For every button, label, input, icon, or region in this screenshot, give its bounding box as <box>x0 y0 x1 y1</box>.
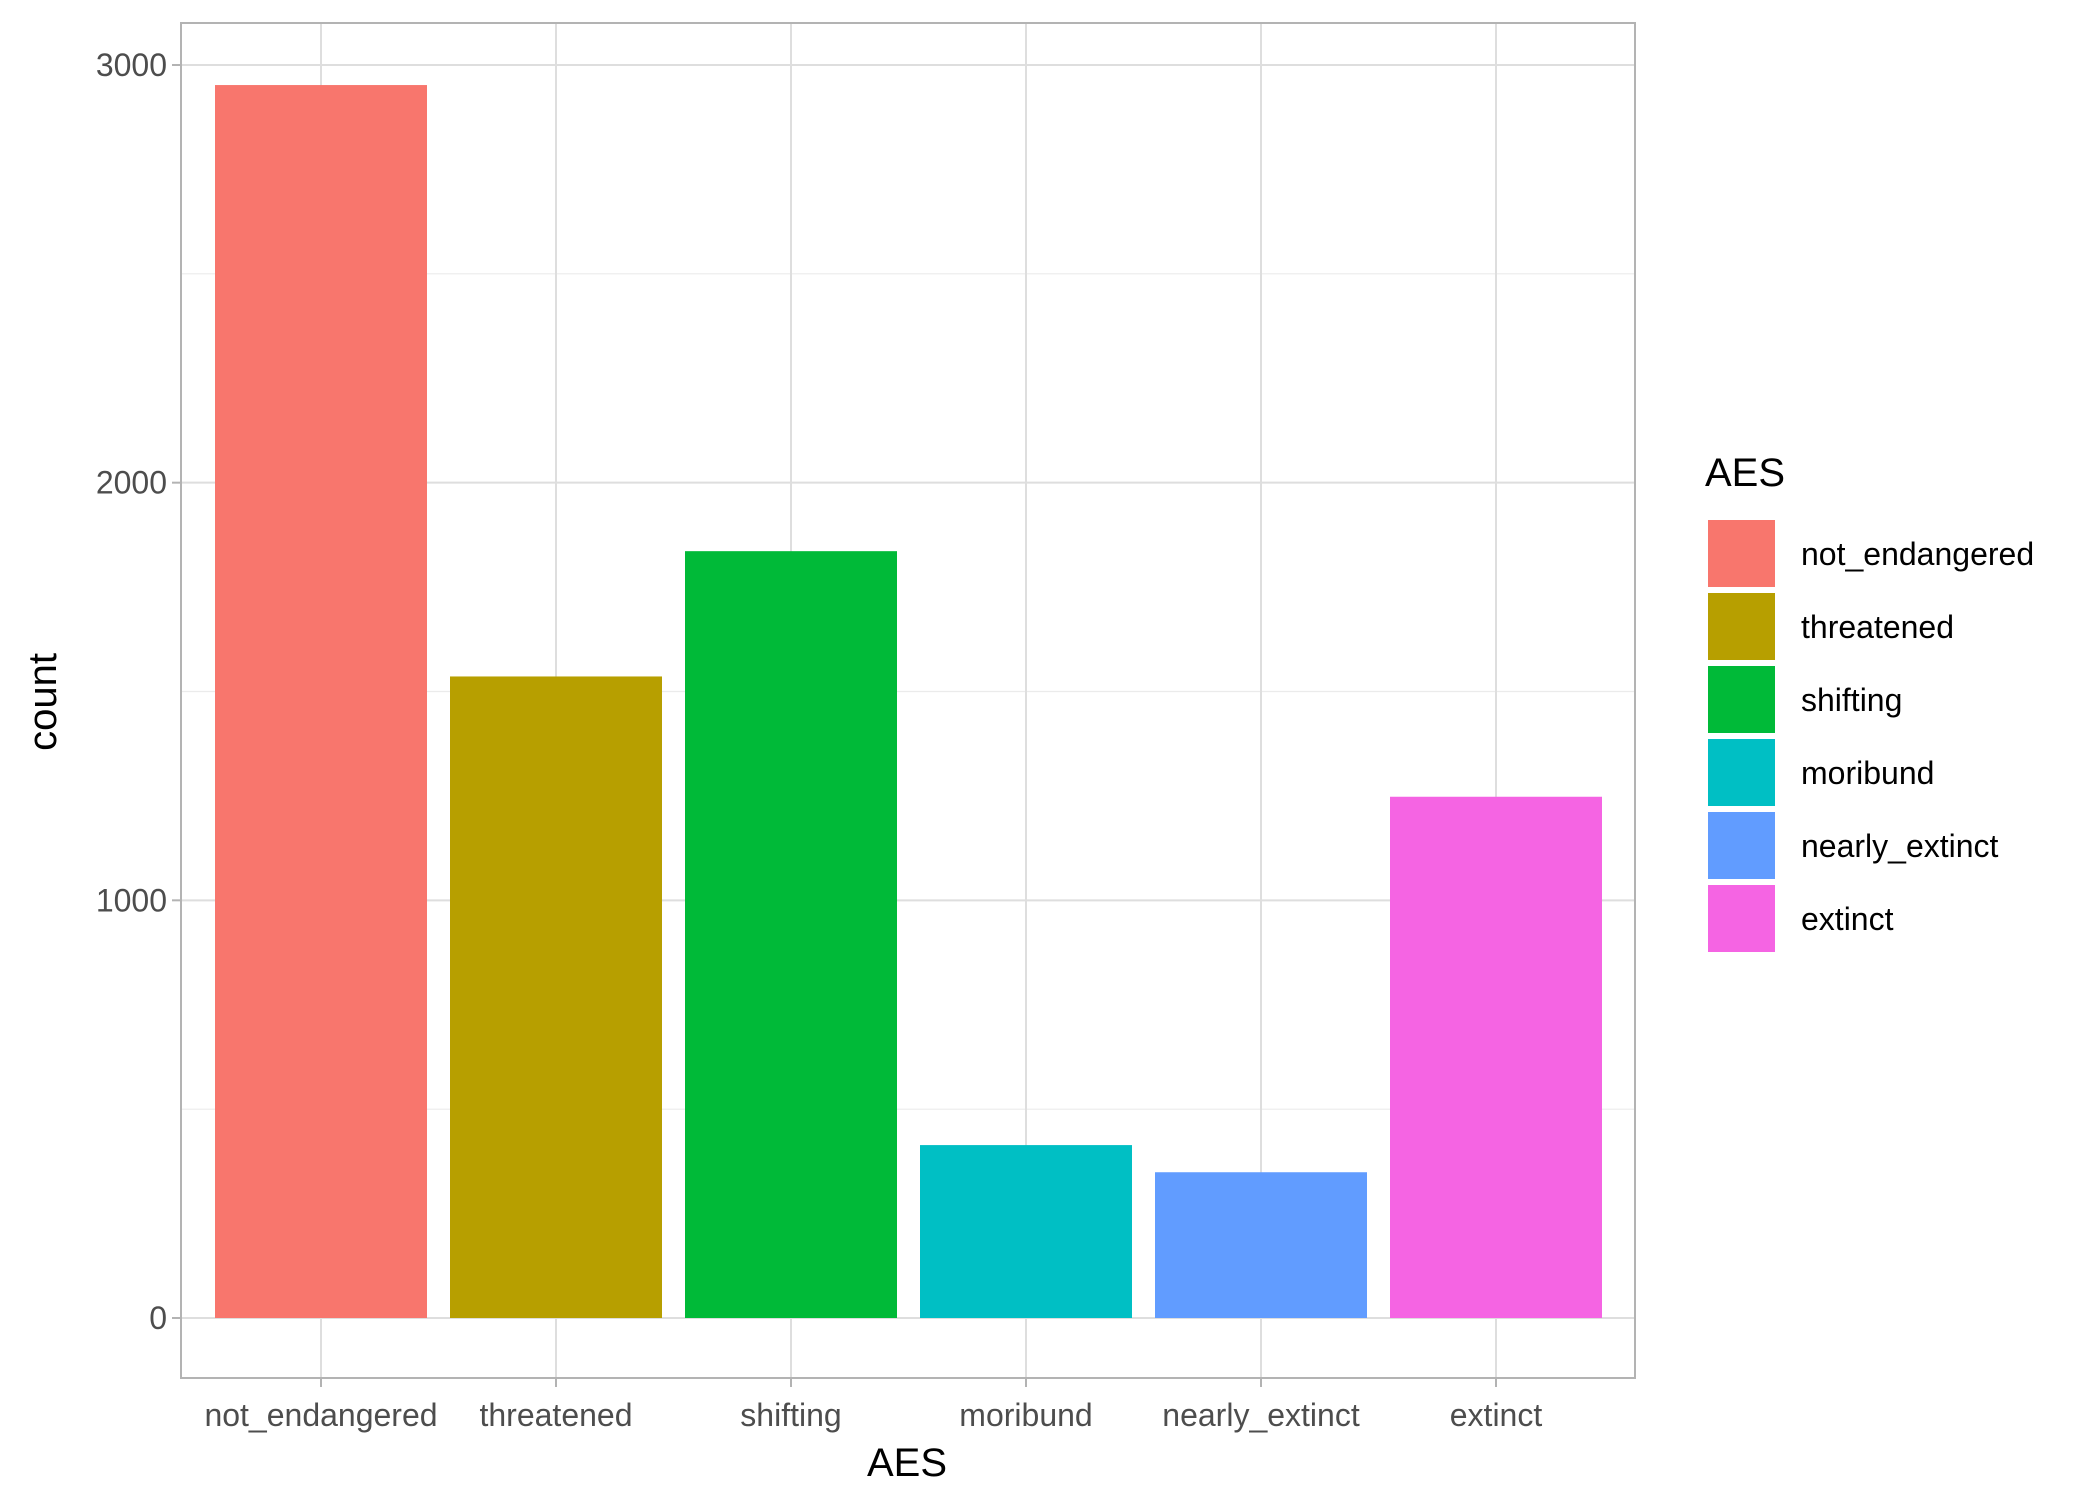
bar-extinct <box>1390 796 1602 1318</box>
legend-label: nearly_extinct <box>1801 828 1999 864</box>
axes: 0 1000 2000 3000 not_endangered threatened shi… <box>96 47 1543 1433</box>
legend: AES not_endangered threatened shifting mori… <box>1705 451 2034 952</box>
x-axis-title: AES <box>867 1441 947 1485</box>
legend-key-threatened <box>1708 593 1775 660</box>
legend-label: threatened <box>1801 609 1954 645</box>
bar-threatened <box>450 676 662 1318</box>
legend-key-extinct <box>1708 885 1775 952</box>
legend-key-not_endangered <box>1708 520 1775 587</box>
x-tick-label: not_endangered <box>204 1397 437 1433</box>
bars <box>215 85 1602 1319</box>
legend-key-moribund <box>1708 739 1775 806</box>
y-tick-label: 2000 <box>96 465 167 501</box>
legend-label: moribund <box>1801 755 1934 791</box>
y-tick-label: 3000 <box>96 47 167 83</box>
legend-label: shifting <box>1801 682 1902 718</box>
panel-border <box>180 22 1636 1379</box>
bar-not_endangered <box>215 85 427 1319</box>
y-axis-title: count <box>21 653 65 751</box>
legend-label: not_endangered <box>1801 536 2034 572</box>
bar-nearly_extinct <box>1155 1172 1367 1318</box>
bar-shifting <box>685 551 897 1318</box>
y-tick-label: 1000 <box>96 882 167 918</box>
x-tick-label: extinct <box>1450 1397 1543 1433</box>
legend-key-shifting <box>1708 666 1775 733</box>
bar-moribund <box>920 1145 1132 1318</box>
x-tick-label: nearly_extinct <box>1162 1397 1360 1433</box>
x-tick-label: shifting <box>740 1397 841 1433</box>
legend-label: extinct <box>1801 901 1894 937</box>
x-tick-label: threatened <box>479 1397 632 1433</box>
legend-title: AES <box>1705 451 1785 495</box>
legend-key-nearly_extinct <box>1708 812 1775 879</box>
x-tick-label: moribund <box>959 1397 1092 1433</box>
y-tick-label: 0 <box>149 1300 167 1336</box>
